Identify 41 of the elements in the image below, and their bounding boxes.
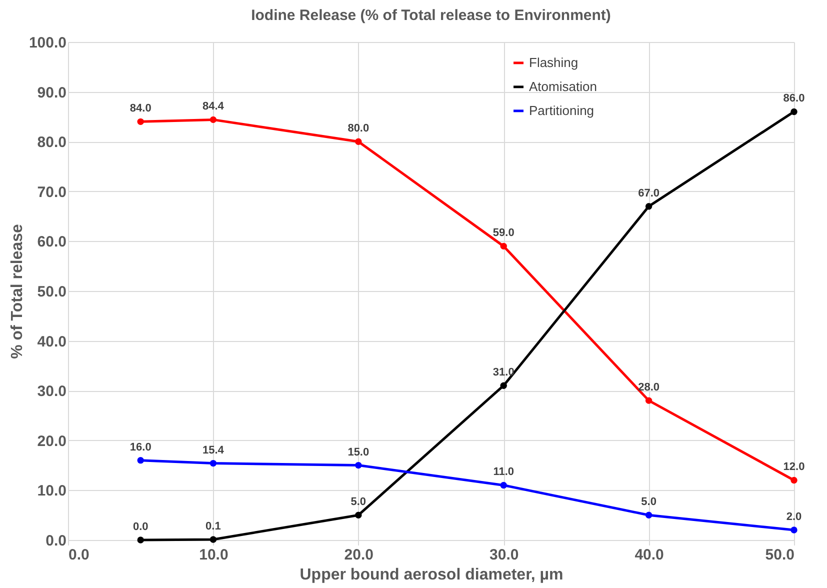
data-label: 15.4 [202, 444, 225, 456]
data-label: 84.0 [130, 102, 152, 115]
data-label: 0.0 [132, 521, 148, 533]
y-tick-label: 90.0 [37, 84, 66, 102]
y-tick-label: 100.0 [28, 34, 66, 52]
data-label: 59.0 [492, 227, 514, 240]
x-tick-label: 50.0 [765, 546, 794, 564]
data-label: 5.0 [350, 496, 366, 508]
x-tick-label: 30.0 [490, 546, 519, 564]
data-label: 67.0 [638, 187, 660, 200]
x-tick-label: 0.0 [68, 546, 90, 564]
chart-title: Iodine Release (% of Total release to Environment) [251, 7, 611, 24]
legend-label: Flashing [529, 54, 578, 70]
legend-label: Partitioning [529, 102, 594, 118]
y-tick-label: 60.0 [37, 234, 66, 251]
data-label: 80.0 [348, 122, 370, 135]
y-tick-label: 50.0 [37, 284, 66, 300]
legend-label: Atomisation [529, 78, 597, 94]
data-label: 28.0 [638, 382, 660, 394]
data-label: 31.0 [492, 366, 514, 379]
x-tick-label: 20.0 [344, 546, 374, 564]
data-label: 16.0 [130, 441, 152, 454]
y-tick-label: 40.0 [37, 333, 66, 350]
y-tick-label: 0.0 [46, 532, 66, 550]
data-label: 15.0 [348, 446, 370, 458]
data-label: 2.0 [786, 511, 802, 524]
data-label: 0.1 [206, 520, 221, 532]
data-label: 11.0 [493, 466, 514, 478]
y-tick-label: 70.0 [37, 184, 66, 201]
y-tick-label: 20.0 [37, 432, 66, 450]
y-axis-title: % of Total release [8, 224, 26, 359]
y-tick-label: 30.0 [37, 383, 66, 400]
y-tick-label: 10.0 [37, 482, 66, 500]
data-label: 5.0 [641, 496, 656, 508]
data-label: 86.0 [783, 92, 805, 105]
data-label: 12.0 [783, 461, 805, 474]
x-axis-title: Upper bound aerosol diameter, µm [300, 566, 564, 584]
y-tick-label: 80.0 [37, 134, 66, 152]
x-tick-label: 40.0 [634, 546, 664, 564]
data-label: 84.4 [202, 100, 225, 113]
x-tick-label: 10.0 [199, 546, 228, 564]
